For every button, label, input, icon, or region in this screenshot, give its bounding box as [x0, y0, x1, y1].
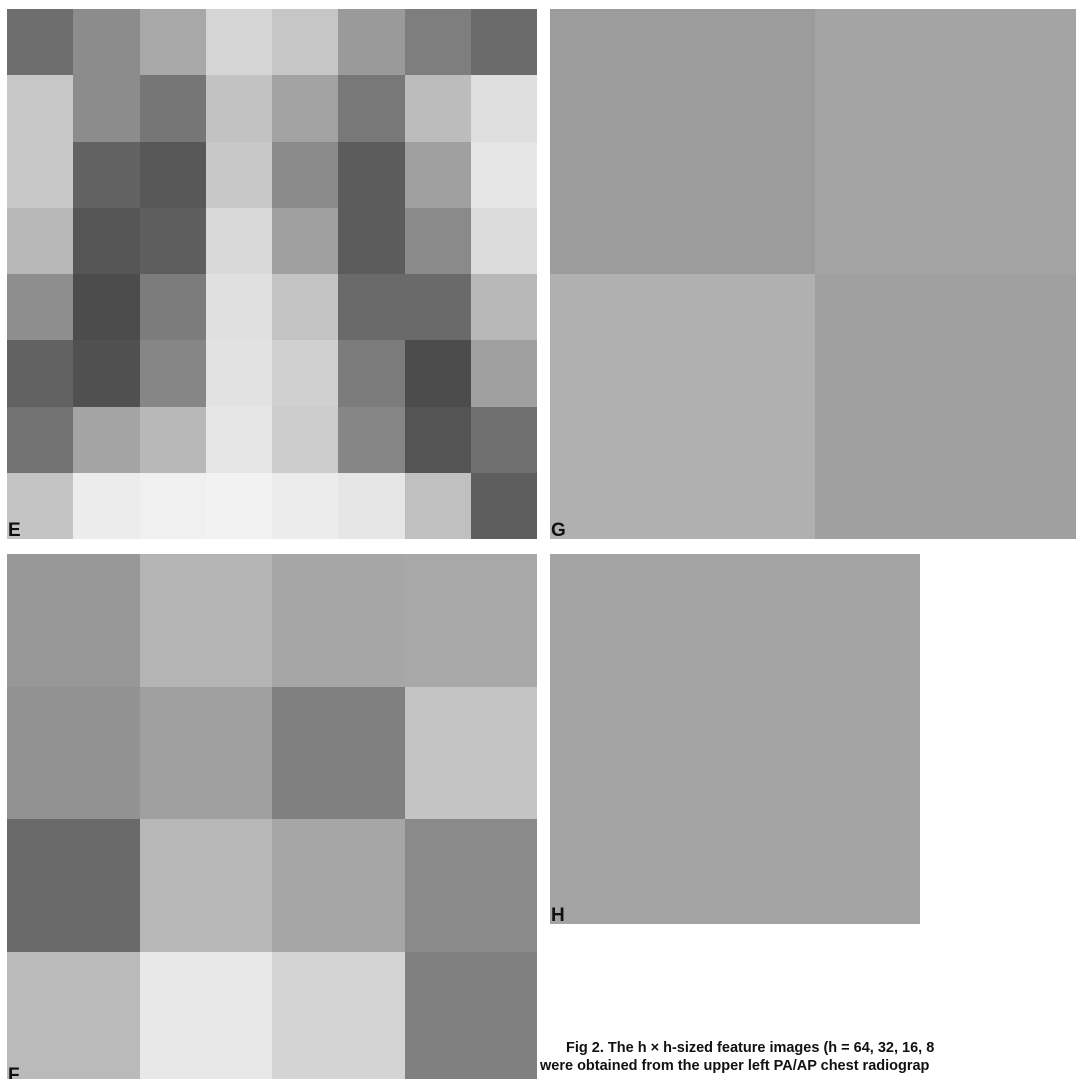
pixel-cell — [471, 75, 537, 142]
pixel-cell — [140, 952, 273, 1079]
pixel-cell — [405, 208, 472, 275]
pixel-cell — [338, 75, 405, 142]
pixel-cell — [73, 208, 140, 275]
pixel-cell — [338, 407, 405, 474]
pixel-cell — [206, 407, 273, 474]
pixel-cell — [405, 687, 538, 820]
pixel-cell — [206, 142, 273, 209]
pixel-cell — [405, 473, 472, 539]
pixel-cell — [206, 340, 273, 407]
pixel-cell — [405, 340, 472, 407]
pixel-cell — [471, 473, 537, 539]
pixel-cell — [140, 274, 207, 341]
pixel-cell — [140, 340, 207, 407]
pixel-cell — [272, 75, 339, 142]
pixel-cell — [140, 142, 207, 209]
pixel-cell — [405, 75, 472, 142]
pixel-cell — [815, 274, 1076, 539]
pixel-cell — [405, 407, 472, 474]
pixel-cell — [405, 274, 472, 341]
pixel-cell — [815, 9, 1076, 275]
pixel-cell — [206, 9, 273, 76]
pixel-cell — [7, 952, 140, 1079]
figure: Fig 2. The h × h-sized feature images (h… — [0, 0, 1076, 1079]
pixel-cell — [471, 407, 537, 474]
panel-label: F — [8, 1065, 20, 1079]
feature-image: F — [7, 554, 537, 1079]
pixel-cell — [7, 142, 74, 209]
pixel-cell — [7, 208, 74, 275]
caption-line: were obtained from the upper left PA/AP … — [540, 1058, 929, 1074]
pixel-cell — [471, 340, 537, 407]
pixel-cell — [272, 952, 405, 1079]
pixel-cell — [7, 75, 74, 142]
pixel-cell — [7, 407, 74, 474]
pixel-cell — [405, 952, 538, 1079]
pixel-cell — [338, 340, 405, 407]
pixel-cell — [338, 208, 405, 275]
pixel-cell — [140, 75, 207, 142]
pixel-cell — [405, 554, 538, 687]
pixel-cell — [73, 473, 140, 539]
pixel-cell — [338, 274, 405, 341]
pixel-cell — [7, 340, 74, 407]
panel-label: H — [551, 905, 565, 924]
pixel-cell — [206, 473, 273, 539]
pixel-cell — [272, 473, 339, 539]
pixel-cell — [140, 9, 207, 76]
feature-image: E — [7, 9, 537, 539]
pixel-cell — [73, 407, 140, 474]
pixel-cell — [140, 554, 273, 687]
feature-image: G — [550, 9, 1076, 539]
pixel-cell — [272, 340, 339, 407]
pixel-cell — [140, 687, 273, 820]
pixel-cell — [140, 208, 207, 275]
pixel-cell — [7, 554, 140, 687]
pixel-cell — [272, 687, 405, 820]
pixel-cell — [206, 208, 273, 275]
pixel-cell — [550, 554, 920, 924]
pixel-cell — [405, 142, 472, 209]
panel-label: E — [8, 520, 21, 539]
pixel-cell — [550, 274, 816, 539]
pixel-cell — [272, 9, 339, 76]
pixel-cell — [272, 819, 405, 952]
pixel-cell — [140, 819, 273, 952]
pixel-cell — [206, 274, 273, 341]
pixel-cell — [7, 819, 140, 952]
pixel-cell — [73, 9, 140, 76]
pixel-cell — [471, 9, 537, 76]
pixel-cell — [7, 687, 140, 820]
pixel-cell — [140, 473, 207, 539]
pixel-cell — [550, 9, 816, 275]
caption-line: Fig 2. The h × h-sized feature images (h… — [566, 1040, 934, 1056]
pixel-cell — [272, 274, 339, 341]
pixel-cell — [206, 75, 273, 142]
pixel-cell — [272, 407, 339, 474]
feature-image: H — [550, 554, 920, 924]
pixel-cell — [73, 340, 140, 407]
pixel-cell — [405, 9, 472, 76]
pixel-cell — [338, 9, 405, 76]
pixel-cell — [272, 554, 405, 687]
pixel-cell — [338, 473, 405, 539]
pixel-cell — [338, 142, 405, 209]
pixel-cell — [405, 819, 538, 952]
pixel-cell — [272, 208, 339, 275]
pixel-cell — [272, 142, 339, 209]
pixel-cell — [73, 75, 140, 142]
pixel-cell — [7, 274, 74, 341]
pixel-cell — [7, 9, 74, 76]
pixel-cell — [471, 274, 537, 341]
pixel-cell — [471, 208, 537, 275]
pixel-cell — [73, 142, 140, 209]
pixel-cell — [471, 142, 537, 209]
panel-label: G — [551, 520, 566, 539]
pixel-cell — [73, 274, 140, 341]
pixel-cell — [140, 407, 207, 474]
